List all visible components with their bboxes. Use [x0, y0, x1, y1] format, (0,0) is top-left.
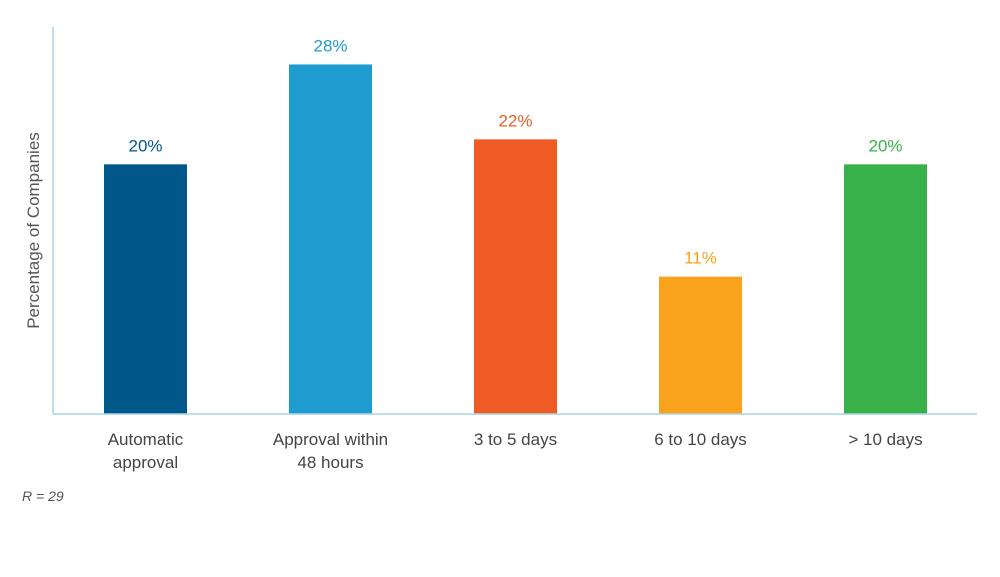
x-tick-label-2: 3 to 5 days — [474, 430, 557, 449]
footnote: R = 29 — [22, 488, 64, 504]
value-label-0: 20% — [128, 136, 162, 155]
x-tick-label-line: Automatic — [108, 430, 184, 449]
x-tick-label-line: 6 to 10 days — [654, 430, 747, 449]
y-axis-label: Percentage of Companies — [24, 132, 43, 329]
value-label-3: 11% — [684, 249, 717, 268]
value-label-4: 20% — [868, 136, 902, 155]
bar-0 — [104, 164, 187, 414]
x-tick-label-3: 6 to 10 days — [654, 430, 747, 449]
x-tick-label-line: approval — [113, 453, 178, 472]
x-tick-label-line: 48 hours — [297, 453, 363, 472]
bar-1 — [289, 64, 372, 415]
bar-3 — [659, 276, 742, 414]
value-labels-group: 20% 28% 22% 11% 20% — [128, 36, 902, 267]
x-tick-label-line: 3 to 5 days — [474, 430, 557, 449]
x-tick-label-line: Approval within — [273, 430, 388, 449]
x-tick-labels-group: Automatic approval Approval within 48 hours… — [108, 430, 923, 472]
value-label-1: 28% — [313, 36, 347, 55]
x-tick-label-0: Automatic approval — [108, 430, 184, 472]
x-tick-label-line: > 10 days — [848, 430, 922, 449]
bars-group — [104, 64, 927, 415]
bar-2 — [474, 139, 557, 414]
bar-4 — [844, 164, 927, 414]
value-label-2: 22% — [498, 111, 532, 130]
x-tick-label-1: Approval within 48 hours — [273, 430, 388, 472]
x-tick-label-4: > 10 days — [848, 430, 922, 449]
